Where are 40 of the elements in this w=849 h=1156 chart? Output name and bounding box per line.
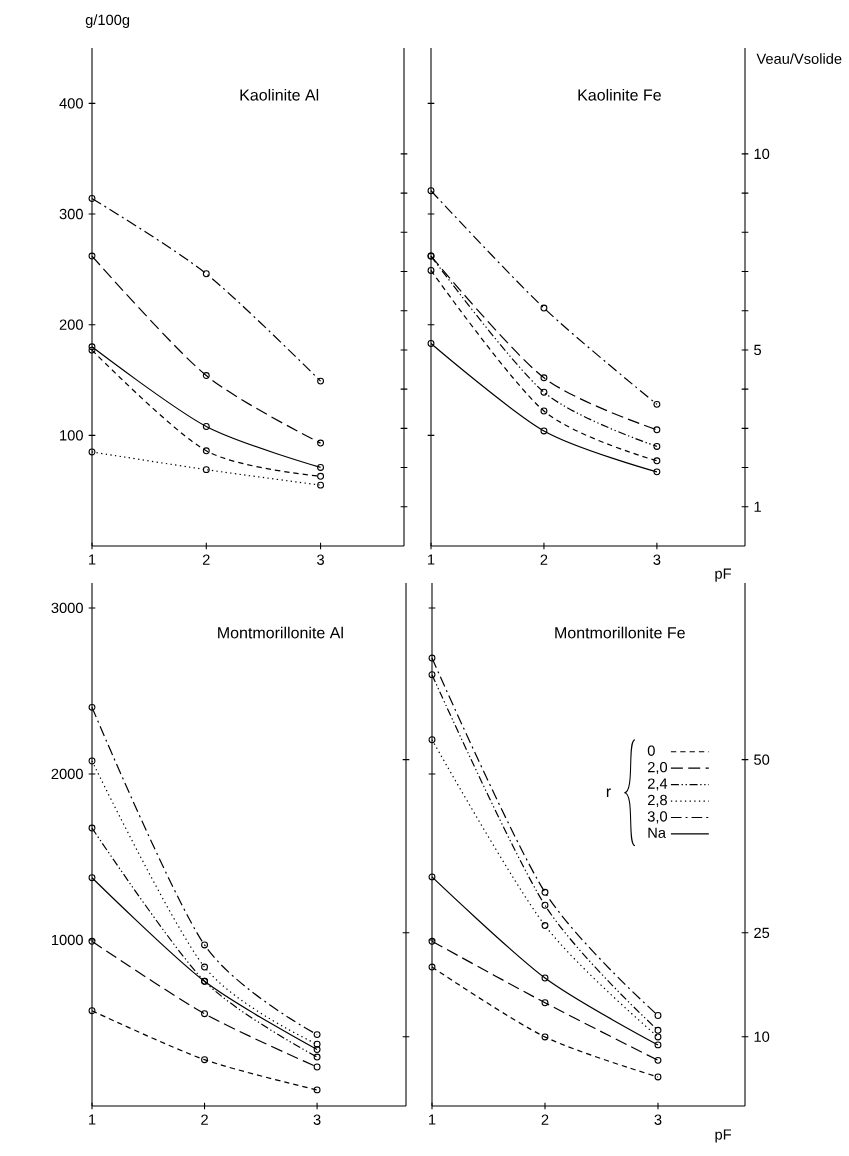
legend-label: 2,8 <box>647 794 667 807</box>
text: Montmorillonite Al <box>218 626 343 639</box>
legend-label: 2,0 <box>647 761 668 775</box>
x-tick-label: 1 <box>89 1114 96 1125</box>
x-tick-label: 2 <box>201 1114 208 1125</box>
x-tick-label: 2 <box>202 554 210 565</box>
x-tick-label: 3 <box>317 554 324 565</box>
legend-label: 0 <box>647 745 655 756</box>
legend-title: r <box>606 788 611 798</box>
y-tick-label: 2000 <box>51 768 83 780</box>
y-tick-label: 200 <box>59 319 83 330</box>
x-tick-label: 3 <box>654 1114 662 1125</box>
x-tick-label: 1 <box>89 554 96 565</box>
y-tick-label: 3000 <box>51 602 83 614</box>
x-tick-label: 3 <box>313 1114 321 1125</box>
text: Kaolinite Fe <box>578 88 661 101</box>
x-tick-label: 1 <box>429 1114 436 1125</box>
legend-label: Na <box>648 827 666 838</box>
legend-label: 2,4 <box>647 778 668 791</box>
y2-tick-label: 5 <box>754 344 762 356</box>
y2-tick-label: 1 <box>754 501 761 512</box>
text: Montmorillonite Fe <box>555 626 685 639</box>
y2-tick-label: 10 <box>754 148 770 160</box>
legend-label: 3,0 <box>647 811 668 824</box>
x-axis-title: pF <box>715 1129 732 1143</box>
x-tick-label: 3 <box>653 554 661 565</box>
text: Kaolinite Al <box>240 88 319 101</box>
x-tick-label: 1 <box>428 554 435 565</box>
y-tick-label: 1000 <box>51 934 83 946</box>
x-tick-label: 2 <box>541 1114 549 1125</box>
y-tick-label: 300 <box>59 208 83 220</box>
x-tick-label: 2 <box>540 554 548 565</box>
y2-tick-label: 25 <box>754 927 770 939</box>
y-axis-title: g/100g <box>85 14 130 28</box>
y2-tick-label: 10 <box>754 1031 770 1042</box>
y2-tick-label: 50 <box>754 754 770 765</box>
y2-axis-title: Veau/Vsolide <box>756 53 842 64</box>
y-tick-label: 100 <box>60 430 83 441</box>
x-axis-title: pF <box>715 568 731 582</box>
y-tick-label: 400 <box>59 98 83 109</box>
